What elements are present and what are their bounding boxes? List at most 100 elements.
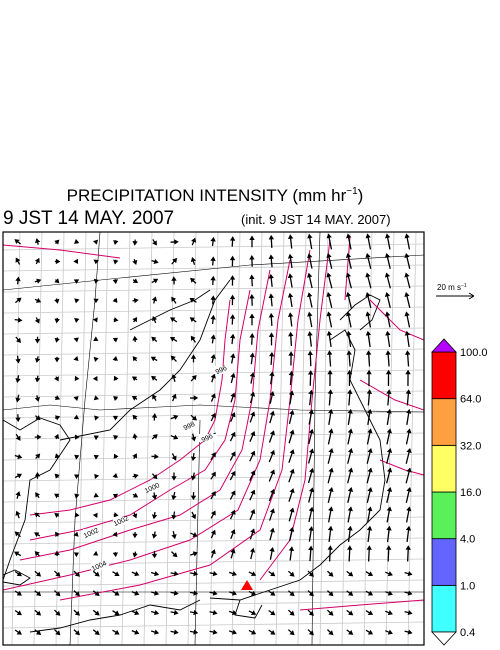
meridian (253, 232, 263, 645)
wind-arrow-head (249, 255, 255, 260)
wind-arrow-head (269, 410, 275, 416)
wind-arrow-head (93, 278, 100, 284)
wind-arrow-head (112, 552, 119, 558)
wind-arrow-head (73, 414, 80, 420)
wind-arrow-head (270, 610, 276, 616)
wind-arrow-head (173, 629, 179, 635)
wind-arrow-head (327, 389, 334, 394)
wind-arrow-head (55, 610, 61, 616)
wind-arrow-head (35, 415, 41, 421)
wind-arrow-head (211, 491, 216, 497)
wind-arrow-head (345, 272, 352, 278)
wind-arrow-head (249, 313, 255, 319)
meridian (385, 232, 395, 645)
wind-arrow-head (229, 255, 236, 261)
wind-arrow-head (212, 590, 218, 596)
wind-arrow-head (348, 571, 354, 577)
wind-arrow-head (328, 428, 334, 434)
wind-arrow-head (326, 252, 332, 258)
wind-arrow-head (154, 609, 160, 616)
wind-arrow-head (347, 428, 354, 434)
wind-arrow-head (288, 351, 294, 356)
wind-arrow-head (151, 514, 158, 520)
wind-arrow-head (170, 317, 176, 323)
colorbar-label: 4.0 (460, 534, 475, 546)
wind-arrow-head (93, 395, 99, 401)
wind-arrow-head (74, 493, 80, 499)
wind-arrow-head (173, 590, 179, 596)
wind-arrow-head (308, 448, 315, 454)
wind-arrow-head (404, 350, 411, 355)
wind-arrow-head (367, 447, 373, 453)
wind-arrow-head (132, 316, 138, 323)
wind-arrow-head (93, 435, 99, 441)
wind-arrow-head (387, 629, 393, 635)
wind-arrow-head (308, 630, 314, 636)
wind-arrow-head (73, 355, 79, 362)
meridian (165, 232, 175, 645)
wind-arrow-head (212, 609, 218, 616)
wind-arrow-head (308, 467, 315, 473)
wind-arrow-head (132, 259, 138, 266)
parallel (3, 621, 424, 629)
wind-arrow-head (328, 447, 334, 453)
wind-arrow-head (192, 532, 198, 538)
wind-arrow-head (55, 591, 61, 597)
colorbar-label: 1.0 (460, 580, 475, 592)
title: PRECIPITATION INTENSITY (mm hr−1) (67, 186, 364, 205)
wind-arrow-head (34, 512, 40, 518)
wind-arrow-head (406, 447, 412, 453)
wind-arrow-head (154, 570, 160, 577)
wind-arrow-head (114, 571, 120, 576)
wind-arrow-head (229, 275, 236, 280)
wind-arrow-head (151, 413, 158, 418)
wind-arrow-head (73, 258, 79, 264)
wind-arrow-head (54, 357, 60, 363)
wind-arrow-head (230, 412, 236, 418)
contour-label-bg (113, 517, 131, 525)
wind-arrow-head (112, 279, 119, 285)
parallel (3, 600, 424, 608)
wind-arrow-head (268, 273, 274, 279)
wind-arrow-head (345, 291, 352, 297)
wind-arrow-head (406, 506, 412, 512)
wind-arrow-head (36, 278, 42, 284)
wind-arrow-head (366, 369, 372, 375)
wind-arrow-head (54, 433, 60, 440)
wind-arrow-head (386, 545, 392, 550)
wind-arrow-head (249, 333, 255, 338)
wind-arrow-head (211, 452, 216, 458)
wind-arrow-head (54, 453, 60, 459)
wind-arrow-head (34, 471, 41, 477)
wind-arrow-head (94, 630, 100, 635)
wind-arrow-head (54, 493, 60, 499)
wind-arrow-head (347, 545, 353, 550)
wind-arrow-head (15, 491, 21, 497)
colorbar-label: 16.0 (460, 487, 481, 499)
wind-arrow-head (16, 629, 22, 635)
wind-arrow-head (367, 629, 374, 635)
wind-arrow-head (308, 506, 314, 512)
wind-arrow-head (268, 332, 275, 337)
wind-arrow-head (15, 397, 21, 403)
wind-arrow-head (210, 295, 216, 300)
wind-arrow-head (289, 526, 295, 532)
wind-arrow-head (348, 610, 354, 616)
contour-label-bg (181, 422, 199, 430)
wind-arrow-head (348, 591, 354, 596)
wind-arrow-head (134, 610, 140, 616)
contour-label-bg (199, 434, 217, 442)
wind-arrow-head (152, 394, 157, 400)
wind-arrow-head (270, 469, 276, 475)
contour-label-bg (144, 484, 162, 492)
wind-arrow-head (93, 336, 99, 342)
wind-arrow-head (365, 291, 371, 297)
wind-arrow-head (347, 506, 353, 512)
wind-arrow-head (94, 610, 100, 616)
wind-arrow-head (367, 428, 373, 434)
parallel (3, 264, 424, 272)
wind-arrow-head (133, 473, 139, 479)
wind-arrow-head (74, 571, 80, 577)
wind-arrow-head (346, 350, 352, 355)
